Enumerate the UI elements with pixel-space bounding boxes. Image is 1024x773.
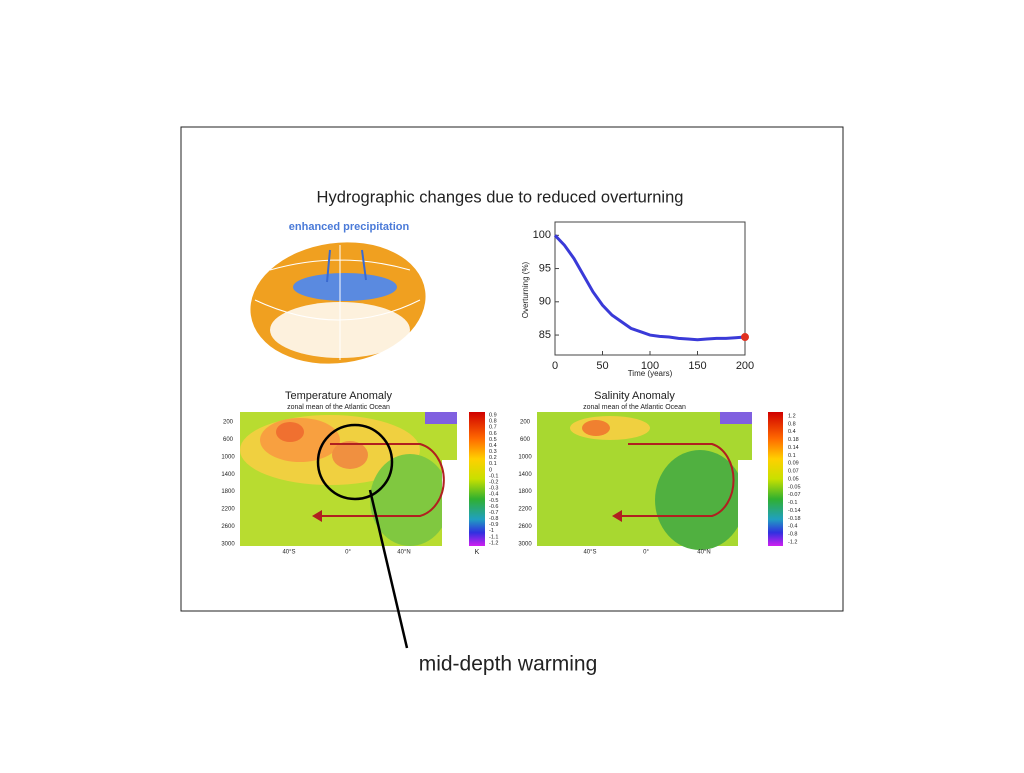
y-tick-label: 85: [539, 329, 551, 341]
depth-label: 600: [223, 437, 234, 443]
colorbar-label: 0.6: [489, 431, 497, 437]
depth-label: 2200: [221, 507, 235, 513]
y-tick-label: 100: [533, 229, 551, 241]
colorbar-label: -1.1: [489, 534, 498, 540]
salinity-field: [537, 412, 752, 550]
colorbar-label: 1.2: [788, 413, 796, 419]
depth-label: 1800: [518, 489, 532, 495]
colorbar-label: -1.2: [788, 540, 797, 546]
annotation: mid-depth warming: [419, 653, 598, 676]
colorbar-label: 0.18: [788, 437, 799, 443]
colorbar-label: 0.09: [788, 461, 799, 467]
colorbar-label: -0.1: [489, 473, 498, 479]
colorbar-label: -0.07: [788, 492, 801, 498]
colorbar-label: 0.7: [489, 425, 497, 431]
colorbar-label: 0.1: [489, 461, 497, 467]
colorbar-label: 0.1: [788, 453, 796, 459]
depth-label: 200: [223, 420, 234, 426]
colorbar-label: -0.7: [489, 510, 498, 516]
colorbar-label: -0.05: [788, 484, 801, 490]
lat-label: 0°: [643, 550, 649, 556]
depth-label: 1000: [518, 454, 532, 460]
colorbar-label: 0.05: [788, 476, 799, 482]
colorbar-label: -1.2: [489, 540, 498, 546]
globe-label: enhanced precipitation: [289, 221, 410, 233]
x-axis-label: Time (years): [628, 369, 673, 378]
colorbar-label: -0.4: [489, 492, 498, 498]
arrow-head: [612, 510, 622, 522]
depth-label: 2600: [518, 524, 532, 530]
x-tick-label: 200: [736, 360, 754, 372]
depth-label: 1800: [221, 489, 235, 495]
colorbar: [768, 412, 783, 546]
colorbar-label: -0.8: [788, 532, 797, 538]
colorbar-label: 0.5: [489, 437, 497, 443]
depth-label: 600: [520, 437, 531, 443]
arrow-head: [312, 510, 322, 522]
depth-label: 2200: [518, 507, 532, 513]
x-tick-label: 100: [641, 360, 659, 372]
panel-subtitle: zonal mean of the Atlantic Ocean: [287, 404, 390, 411]
figure-title: Hydrographic changes due to reduced over…: [317, 188, 684, 206]
x-tick-label: 150: [688, 360, 706, 372]
end-marker: [741, 333, 749, 342]
colorbar-label: 0.14: [788, 445, 799, 451]
x-tick-label: 0: [552, 360, 558, 372]
colorbar-label: -0.1: [788, 500, 797, 506]
colorbar-label: 0.9: [489, 412, 497, 418]
colorbar-label: -0.5: [489, 498, 498, 504]
depth-label: 1400: [221, 472, 235, 478]
y-tick-label: 90: [539, 296, 551, 308]
y-axis-label: Overturning (%): [521, 261, 530, 318]
colorbar-label: 0.2: [489, 455, 497, 461]
circulation-arrow: [622, 443, 735, 517]
y-tick-label: 95: [539, 262, 551, 274]
temperature-field: [240, 412, 457, 546]
colorbar-label: 0: [489, 467, 492, 473]
colorbar-label: 0.4: [788, 429, 796, 435]
colorbar-label: 0.8: [489, 419, 497, 425]
highlight-circle: [316, 423, 394, 501]
panel-title: Salinity Anomaly: [594, 390, 675, 402]
depth-label: 1400: [518, 472, 532, 478]
line-series: [553, 234, 746, 342]
lat-label: 0°: [345, 550, 351, 556]
depth-label: 200: [520, 420, 531, 426]
colorbar-label: 0.8: [788, 421, 796, 427]
globe: [250, 242, 426, 364]
colorbar-label: 0.07: [788, 469, 799, 475]
colorbar-label: -0.14: [788, 508, 801, 514]
colorbar-label: -0.6: [489, 504, 498, 510]
depth-label: 2600: [221, 524, 235, 530]
lat-label: 40°S: [583, 550, 596, 556]
depth-label: 1000: [221, 454, 235, 460]
depth-label: 3000: [518, 541, 532, 547]
colorbar-unit: K: [475, 549, 480, 556]
colorbar-label: -0.3: [489, 486, 498, 492]
lat-label: 40°N: [397, 550, 410, 556]
panel-title: Temperature Anomaly: [285, 390, 392, 402]
depth-label: 3000: [221, 541, 235, 547]
x-tick-label: 50: [596, 360, 608, 372]
lat-label: 40°S: [282, 550, 295, 556]
panel-subtitle: zonal mean of the Atlantic Ocean: [583, 404, 686, 411]
colorbar-label: 0.4: [489, 443, 497, 449]
colorbar-label: -0.4: [788, 524, 797, 530]
colorbar-label: -0.9: [489, 522, 498, 528]
colorbar-label: -0.18: [788, 516, 801, 522]
lat-label: 40°N: [697, 550, 710, 556]
colorbar: [469, 412, 485, 546]
callout-line: [368, 489, 409, 649]
colorbar-label: -0.8: [489, 516, 498, 522]
colorbar-label: -0.2: [489, 479, 498, 485]
colorbar-label: -1: [489, 528, 494, 534]
circulation-arrow: [322, 443, 445, 517]
colorbar-label: 0.3: [489, 449, 497, 455]
